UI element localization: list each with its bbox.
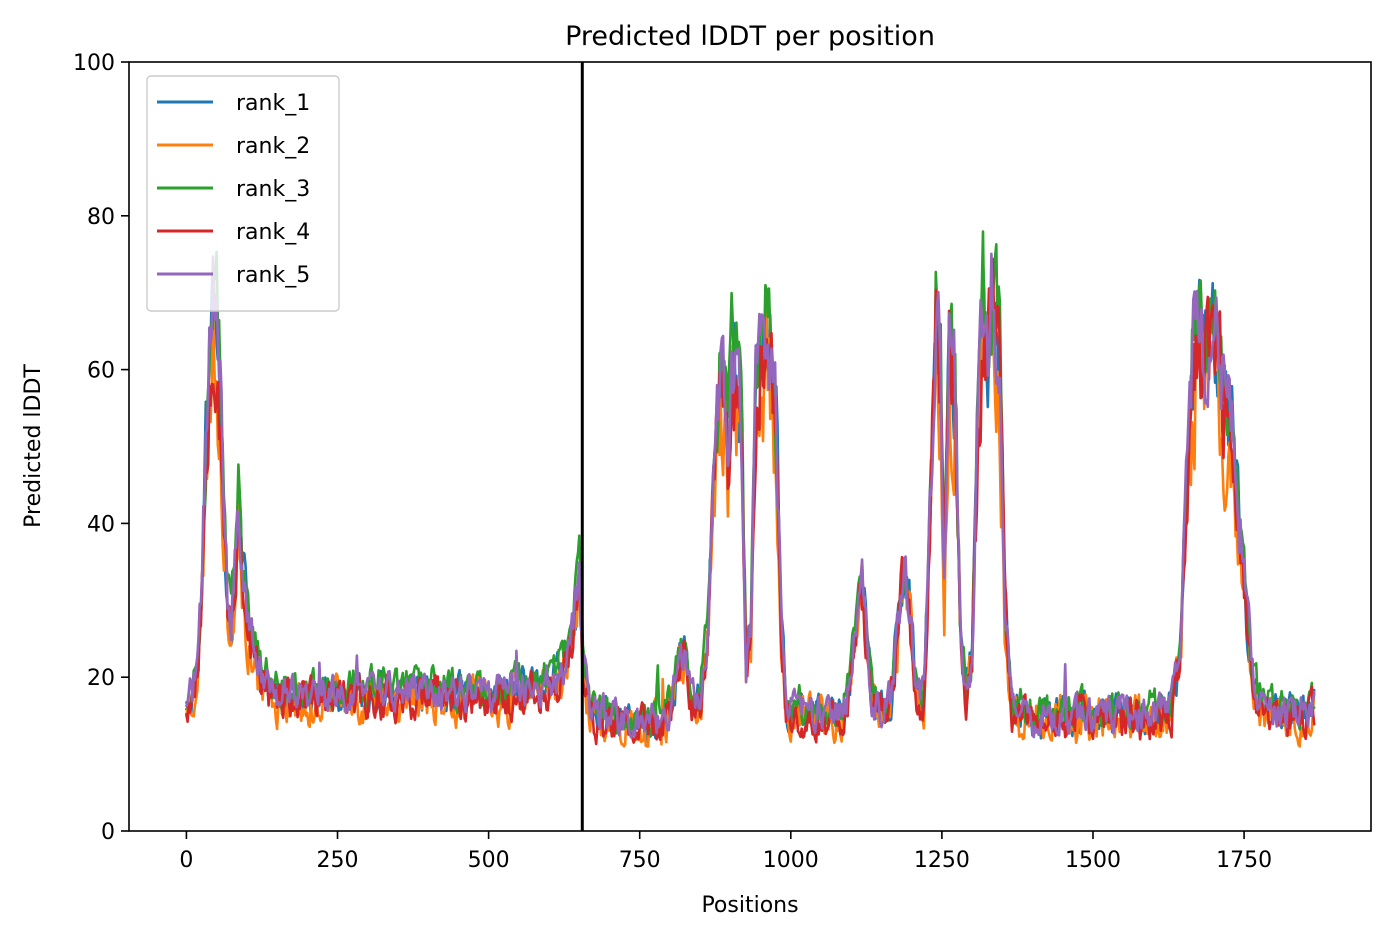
series-line-rank-5 <box>185 252 1316 739</box>
y-tick-label: 20 <box>87 666 115 691</box>
y-tick-label: 40 <box>87 512 115 537</box>
legend-label-rank-4: rank_4 <box>236 220 310 245</box>
chart-title: Predicted lDDT per position <box>565 21 935 52</box>
x-tick-label: 1750 <box>1216 848 1272 873</box>
y-tick-label: 60 <box>87 359 115 384</box>
x-tick-label: 250 <box>317 848 359 873</box>
legend: rank_1 rank_2 rank_3 rank_4 rank_5 <box>146 75 340 312</box>
x-tick-label: 1250 <box>914 848 970 873</box>
x-tick-label: 0 <box>179 848 193 873</box>
x-axis-label: Positions <box>701 893 798 918</box>
x-tick-label: 750 <box>619 848 661 873</box>
x-axis-ticks: 0 250 500 750 1000 1250 1500 1750 <box>179 831 1272 873</box>
series-layer <box>185 230 1316 748</box>
legend-label-rank-1: rank_1 <box>236 91 310 116</box>
y-tick-label: 0 <box>101 820 115 845</box>
x-tick-label: 1000 <box>763 848 819 873</box>
y-tick-label: 80 <box>87 205 115 230</box>
legend-label-rank-2: rank_2 <box>236 134 310 159</box>
legend-label-rank-5: rank_5 <box>236 263 310 288</box>
y-axis-ticks: 0 20 40 60 80 100 <box>73 51 129 845</box>
x-tick-label: 500 <box>468 848 510 873</box>
y-axis-label: Predicted lDDT <box>21 364 46 528</box>
x-tick-label: 1500 <box>1065 848 1121 873</box>
plot-frame <box>128 61 1372 832</box>
legend-label-rank-3: rank_3 <box>236 177 310 202</box>
series-line-rank-4 <box>185 257 1316 746</box>
y-tick-label: 100 <box>73 51 115 76</box>
legend-box <box>146 75 340 312</box>
